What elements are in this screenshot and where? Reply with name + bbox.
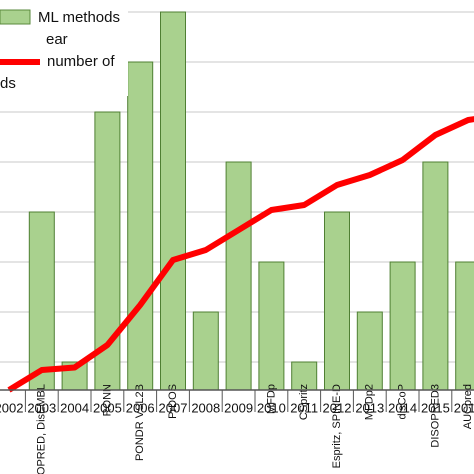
bar [389, 261, 416, 391]
x-tick-label: 2011 [290, 400, 318, 415]
bar-label: disCoP [397, 384, 409, 419]
bar [291, 361, 318, 391]
x-tick-label: 2013 [355, 400, 384, 415]
bar [192, 311, 219, 391]
bar-label: PrDOS [167, 384, 179, 419]
legend-text: ds [0, 75, 16, 92]
x-tick-label: 2016 [454, 400, 474, 415]
bar [28, 211, 55, 391]
bar-label: DISOPRED, DisEMBL [36, 384, 48, 474]
bar [258, 261, 285, 391]
legend-swatch [0, 9, 31, 25]
x-tick-label: 2009 [224, 400, 253, 415]
legend-text: ear [46, 31, 68, 48]
legend-text: number of [47, 53, 115, 70]
x-tick-label: 2012 [323, 400, 352, 415]
x-tick-label: 2014 [388, 400, 417, 415]
bar [455, 261, 474, 391]
bar [225, 161, 252, 391]
x-tick-label: 2008 [191, 400, 220, 415]
bar-label: MFDp [265, 384, 277, 414]
x-tick-label: 2003 [27, 400, 56, 415]
bar-label: DISOPRED3 [429, 384, 441, 448]
bar [356, 311, 383, 391]
bar [160, 11, 186, 391]
x-tick-label: 2007 [159, 400, 188, 415]
bar [324, 211, 350, 391]
bar-label: PONDR VSL2B [134, 384, 146, 461]
bar-label: RONN [101, 384, 113, 416]
x-tick-label: 2004 [60, 400, 89, 415]
x-tick-label: 2002 [0, 400, 23, 415]
bar-label: MFDp2 [364, 384, 376, 420]
bar [422, 161, 449, 391]
bar [127, 61, 154, 391]
x-tick-label: 2010 [257, 400, 286, 415]
bar-label: AUCpred [462, 384, 474, 429]
bar-label: CSpritz [298, 384, 310, 420]
bar-label: Espritz, SPINE-D [331, 384, 343, 468]
x-tick-label: 2015 [421, 400, 450, 415]
x-tick-label: 2005 [93, 400, 122, 415]
line [7, 116, 474, 393]
legend-text: ML methods [38, 9, 120, 26]
x-tick-label: 2006 [126, 400, 155, 415]
